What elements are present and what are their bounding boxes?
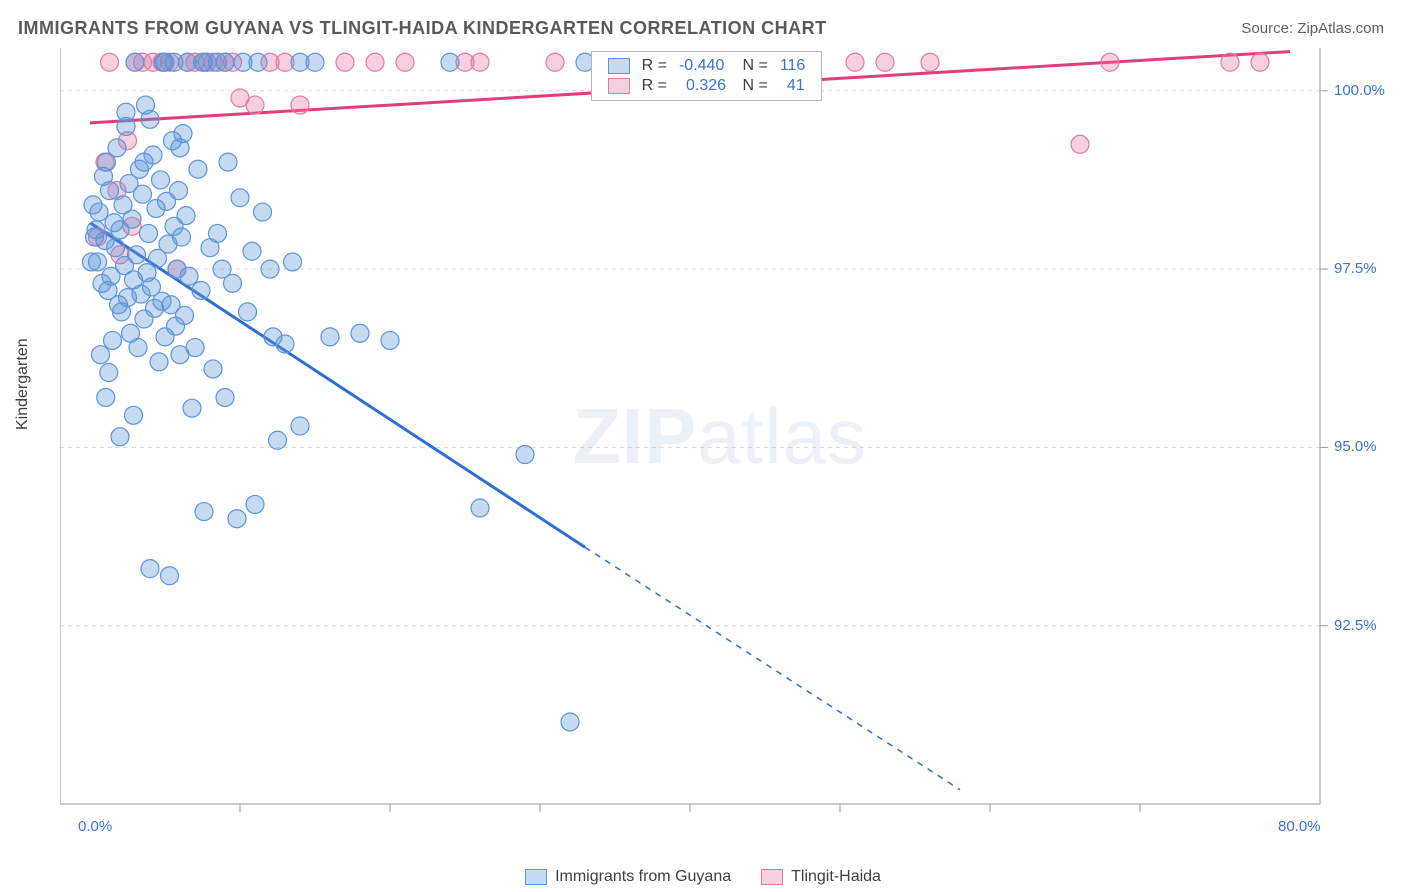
legend-swatch-b <box>761 869 783 885</box>
y-tick-label: 100.0% <box>1334 82 1385 99</box>
corr-n-label: N = <box>732 56 774 76</box>
legend-label-b: Tlingit-Haida <box>791 868 881 885</box>
y-tick-label: 92.5% <box>1334 617 1377 634</box>
plot-area: ZIPatlas R = -0.440 N = 116 R = 0.326 N … <box>60 48 1380 834</box>
corr-swatch-b <box>608 78 630 94</box>
y-tick-label: 97.5% <box>1334 260 1377 277</box>
bottom-legend: Immigrants from Guyana Tlingit-Haida <box>0 868 1406 886</box>
source-link[interactable]: ZipAtlas.com <box>1297 20 1384 37</box>
corr-r-label: R = <box>636 76 673 96</box>
legend-item-b: Tlingit-Haida <box>761 868 881 886</box>
y-tick-label: 95.0% <box>1334 438 1377 455</box>
legend-swatch-a <box>525 869 547 885</box>
chart-title: IMMIGRANTS FROM GUYANA VS TLINGIT-HAIDA … <box>18 18 827 39</box>
corr-n-label: N = <box>732 76 774 96</box>
x-tick-label: 80.0% <box>1278 818 1321 835</box>
corr-r-label: R = <box>636 56 673 76</box>
corr-swatch-a <box>608 58 630 74</box>
corr-n-value-a: 116 <box>774 56 812 76</box>
corr-n-value-b: 41 <box>774 76 812 96</box>
legend-label-a: Immigrants from Guyana <box>555 868 731 885</box>
y-axis-label: Kindergarten <box>14 338 32 430</box>
source-attribution: Source: ZipAtlas.com <box>1241 20 1384 37</box>
correlation-box: R = -0.440 N = 116 R = 0.326 N = 41 <box>591 51 823 101</box>
scatter-svg <box>60 48 1380 834</box>
legend-item-a: Immigrants from Guyana <box>525 868 731 886</box>
source-prefix: Source: <box>1241 20 1297 37</box>
corr-r-value-a: -0.440 <box>673 56 732 76</box>
corr-r-value-b: 0.326 <box>673 76 732 96</box>
x-tick-label: 0.0% <box>78 818 112 835</box>
chart-container: IMMIGRANTS FROM GUYANA VS TLINGIT-HAIDA … <box>0 0 1406 892</box>
